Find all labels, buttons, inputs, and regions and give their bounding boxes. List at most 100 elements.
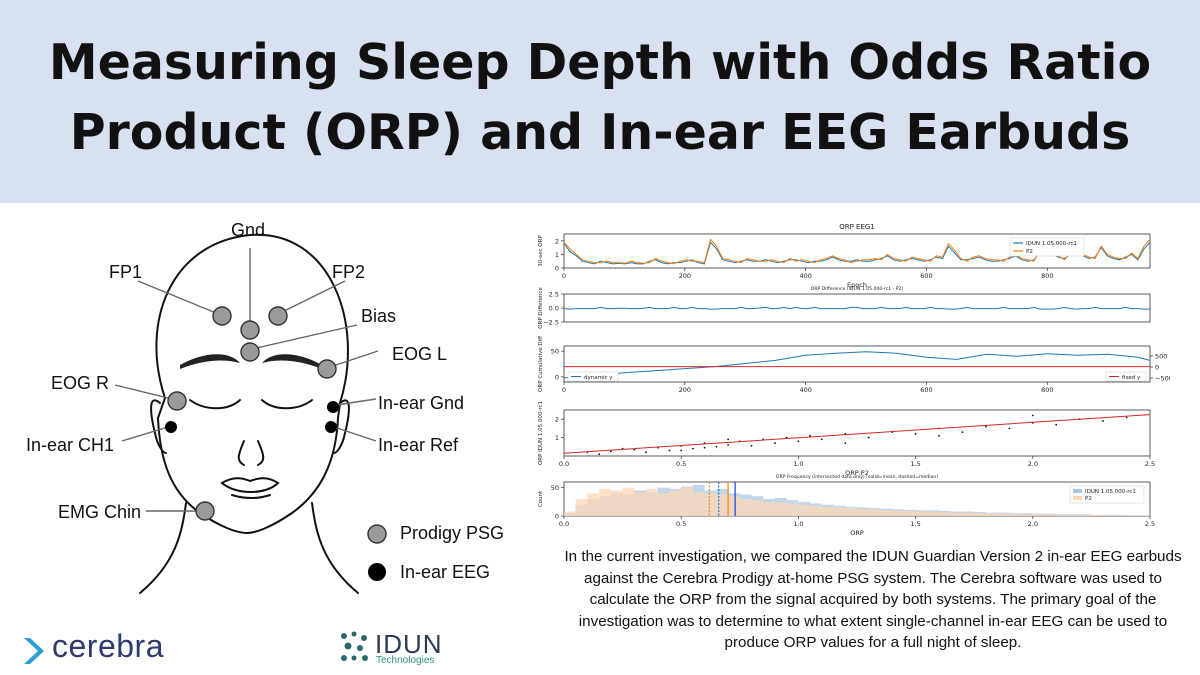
hist-bar-1	[575, 499, 588, 516]
legend-swatch	[1073, 496, 1082, 500]
neck-left	[139, 502, 187, 594]
scatter-point	[844, 442, 847, 444]
label-inear-ref: In-ear Ref	[378, 435, 459, 455]
hist-bar-1	[1056, 514, 1068, 516]
chart-title: ORP EEG1	[839, 223, 875, 231]
scatter-point	[692, 447, 694, 450]
y-tick-label: −2.5	[543, 319, 559, 327]
electrode-fp2	[268, 306, 288, 326]
hist-bar-1	[622, 487, 635, 516]
hist-bar-1	[564, 511, 576, 516]
y-tick-label: 0	[555, 373, 559, 381]
hist-bar-1	[634, 492, 646, 516]
hist-bar-1	[646, 488, 658, 516]
scatter-point	[809, 434, 811, 437]
x-tick-label: 0.5	[676, 460, 686, 468]
hist-bar-1	[1044, 514, 1057, 516]
hist-bar-1	[610, 490, 623, 516]
legend-label: fixed y	[1122, 375, 1141, 381]
legend-label: IDUN 1.05.000-rc1	[1026, 241, 1077, 247]
cerebra-logo: cerebra	[52, 628, 164, 664]
idun-logo-subtitle: Technologies	[376, 655, 435, 666]
scatter-point	[703, 446, 706, 449]
hist-bar-1	[669, 490, 682, 516]
right-eye	[261, 399, 313, 410]
left-eye	[189, 399, 241, 410]
hist-bar-1	[728, 496, 740, 516]
scatter-point	[938, 434, 940, 437]
hist-bar-1	[786, 503, 799, 516]
x-tick-label: 800	[1041, 272, 1053, 280]
legend-inear-label: In-ear EEG	[400, 562, 491, 582]
scatter-point	[1055, 423, 1058, 426]
scatter-point	[961, 431, 964, 433]
scatter-point	[1125, 416, 1128, 419]
scatter-point	[1008, 427, 1011, 430]
hist-bar-1	[892, 510, 904, 516]
scatter-point	[668, 449, 671, 452]
head-outline	[155, 233, 349, 535]
label-fp1: FP1	[109, 262, 143, 282]
legend-label: IDUN 1.05.000-rc1	[1085, 489, 1136, 495]
x-tick-label: 2.5	[1145, 460, 1155, 468]
electrode-inear-ref	[325, 421, 337, 433]
hist-bar-1	[1009, 513, 1022, 516]
y-tick-label: 50	[551, 348, 559, 356]
scatter-point	[750, 445, 753, 447]
scatter-point	[774, 442, 776, 444]
scatter-point	[867, 436, 870, 439]
x-tick-label: 2.0	[1028, 460, 1038, 468]
x-tick-label: 1.0	[793, 460, 803, 468]
x-tick-label: 2.0	[1028, 520, 1038, 528]
legend-box	[1069, 485, 1145, 504]
label-fp2: FP2	[332, 262, 366, 282]
idun-logo-icon	[341, 631, 368, 661]
page-title-line-1: Measuring Sleep Depth with Odds Ratio	[48, 34, 1152, 91]
plot-frame	[563, 293, 1151, 323]
hist-bar-1	[763, 501, 775, 516]
hist-bar-1	[868, 509, 881, 516]
y-axis-label: ORP Cumulative Diff	[538, 336, 544, 392]
hist-bar-1	[821, 506, 834, 516]
x-tick-label: 600	[920, 386, 932, 394]
page-title: Measuring Sleep Depth with Odds Ratio Pr…	[0, 28, 1200, 168]
scatter-point	[715, 445, 718, 448]
hist-bar-1	[798, 504, 811, 516]
chart-histogram: ORP Frequency (intersected data only) [s…	[538, 474, 1155, 537]
chart-orp-difference: ORP Difference (IDUN 1.05.000-rc1 - P2) 2…	[538, 286, 1151, 329]
label-eog-l: EOG L	[392, 344, 448, 364]
hist-bar-1	[845, 508, 857, 516]
legend-label: P2	[1026, 249, 1033, 255]
y-tick-label: 0	[555, 265, 559, 273]
y-tick-label: 1	[555, 434, 559, 442]
series-line-0	[563, 306, 1150, 310]
x-tick-label: 0	[562, 272, 566, 280]
electrode-gnd	[240, 320, 260, 340]
legend-box	[1009, 237, 1085, 257]
label-bias: Bias	[361, 306, 397, 326]
y-tick-label: 2	[555, 416, 559, 424]
scatter-point	[985, 425, 987, 428]
hist-bar-1	[657, 493, 670, 516]
x-tick-label: 0.0	[559, 460, 569, 468]
scatter-point	[727, 444, 729, 446]
electrode-bias	[240, 342, 260, 362]
chart-orp-eeg1: ORP EEG1 0 200 400 600 800 0 1 2 30-sec ORP Epoch I…	[538, 223, 1151, 289]
legend-swatch	[1073, 489, 1082, 493]
label-gnd: Gnd	[231, 220, 266, 240]
series-line-0	[563, 351, 1151, 379]
scatter-point	[727, 438, 729, 441]
left-ear	[150, 399, 167, 454]
x-axis-label: ORP	[850, 529, 864, 537]
chart-title: ORP Frequency (intersected data only) [s…	[776, 474, 938, 480]
legend-label: P2	[1085, 496, 1092, 502]
scatter-point	[797, 440, 800, 443]
hist-bar-1	[1068, 514, 1080, 516]
y-tick-label: 2.5	[549, 291, 559, 299]
page-title-line-2: Product (ORP) and In-ear EEG Earbuds	[69, 104, 1131, 161]
scatter-point	[680, 449, 683, 452]
hist-bar-1	[704, 493, 717, 516]
hist-bar-1	[716, 494, 729, 516]
electrode-eog-r	[167, 391, 187, 411]
